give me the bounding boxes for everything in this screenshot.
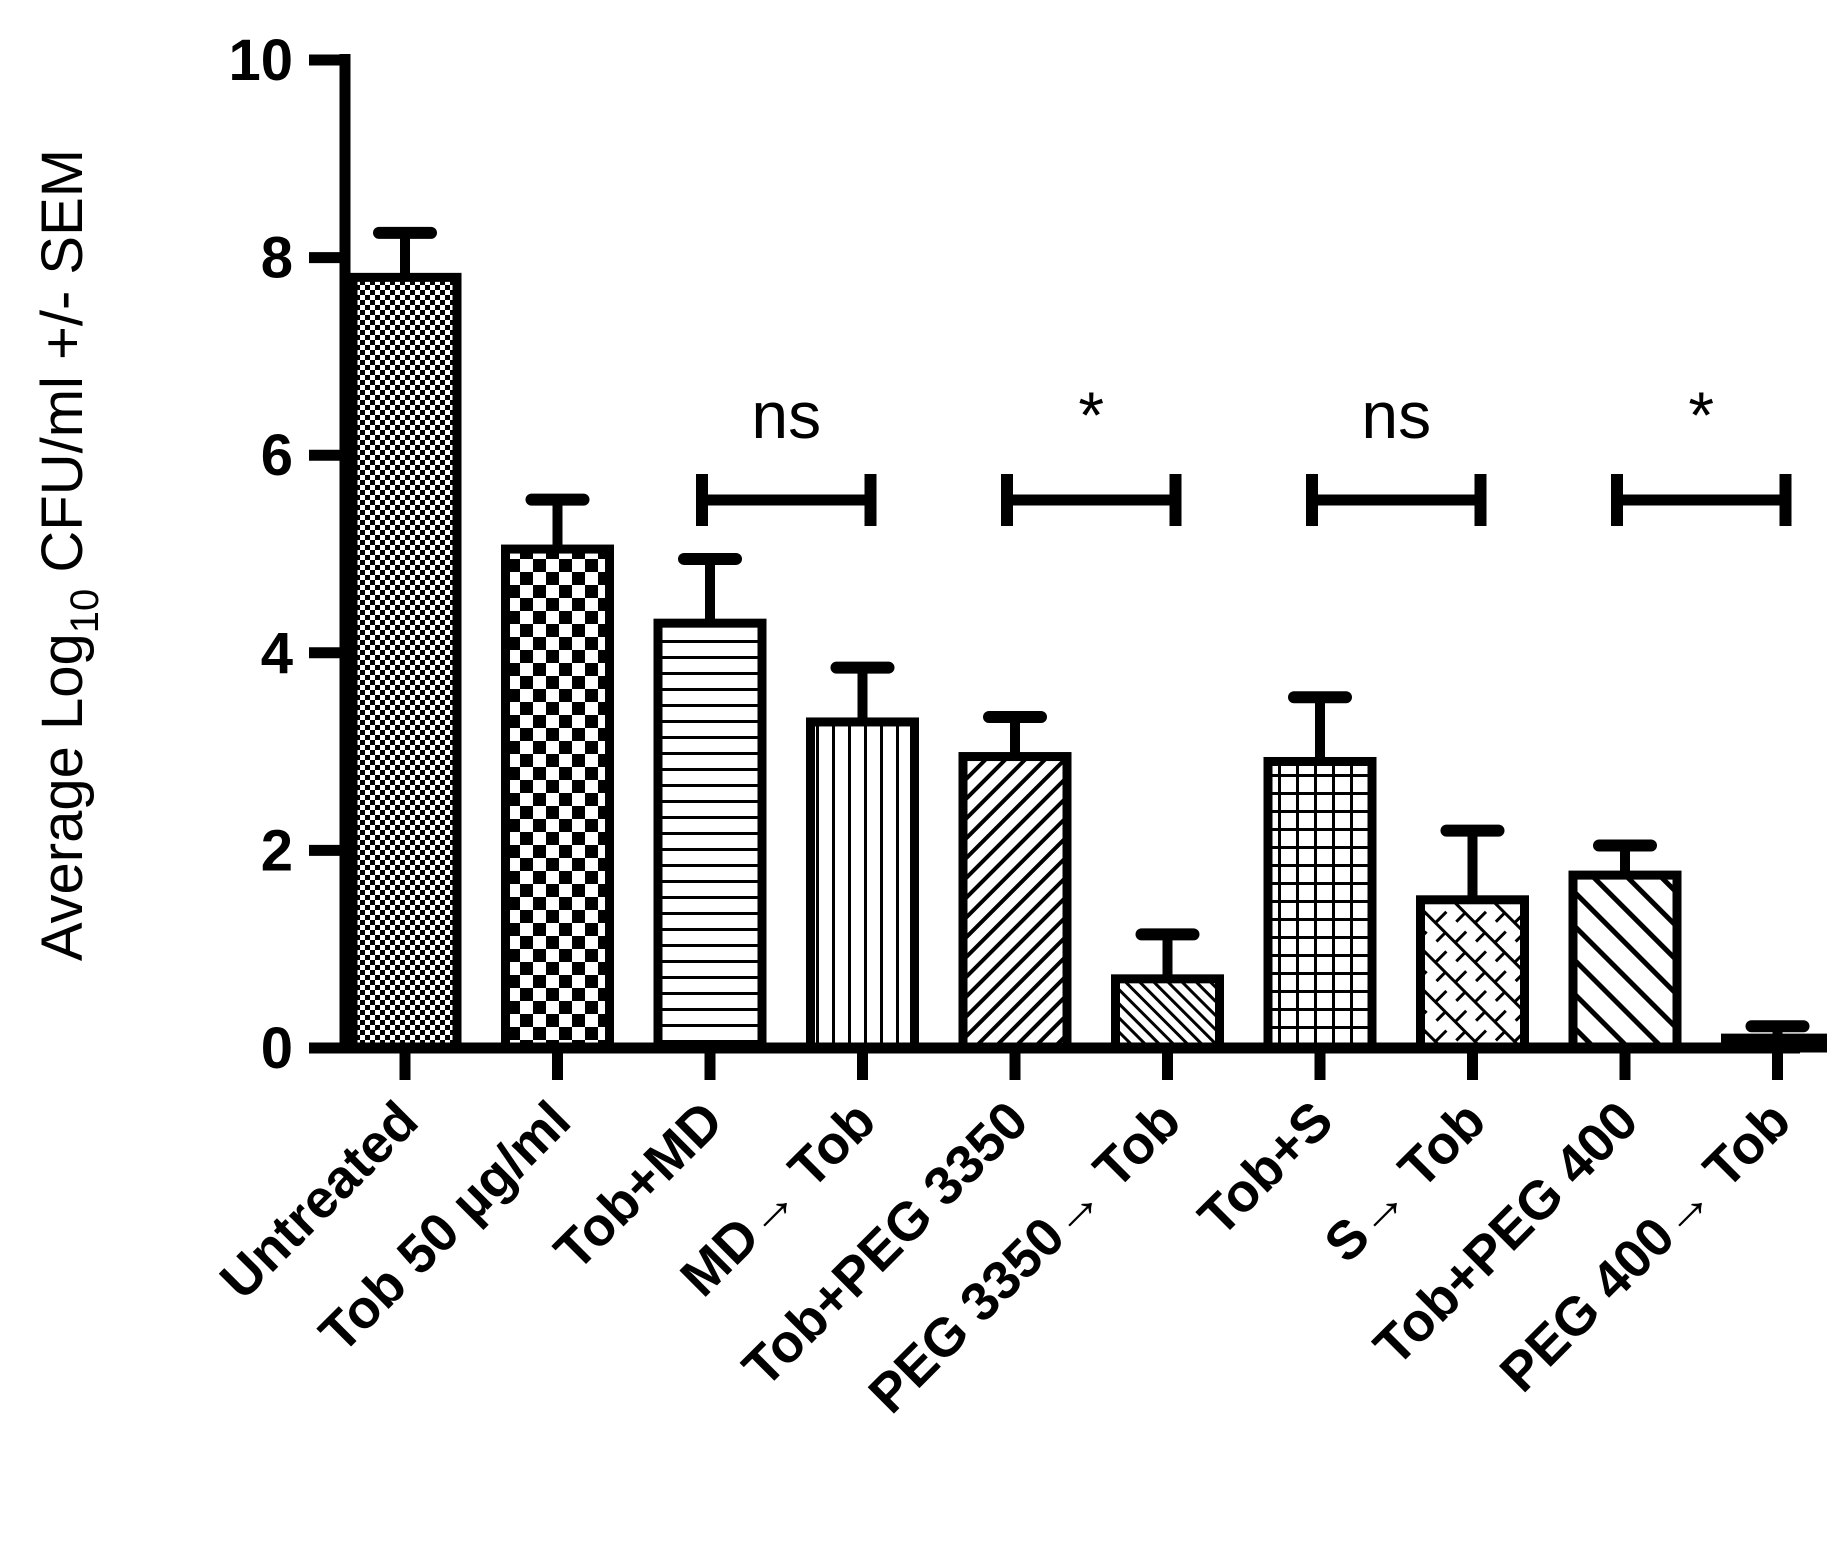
x-tick-label-4: Tob+PEG 3350: [731, 1090, 1039, 1398]
bar-4: [958, 752, 1072, 1053]
significance-label-0: ns: [751, 378, 821, 452]
x-tick-label-8: Tob+PEG 400: [1363, 1090, 1650, 1377]
bar-7: [1416, 895, 1529, 1053]
error-bars-layer: [373, 226, 1810, 1039]
significance-label-3: *: [1688, 378, 1714, 452]
y-axis-title-subscript: 10: [63, 589, 107, 634]
bar-8: [1568, 870, 1682, 1053]
bar-5: [1111, 974, 1224, 1053]
bar-3: [806, 717, 919, 1053]
y-tick-label-0: 0: [261, 1016, 293, 1081]
svg-text:Average Log10 CFU/ml +/- SEM: Average Log10 CFU/ml +/- SEM: [30, 149, 107, 961]
y-tick-label-3: 6: [261, 423, 293, 488]
significance-layer: ns * ns *: [696, 378, 1792, 526]
y-axis-title: Average Log10 CFU/ml +/- SEM: [30, 149, 107, 961]
bar-1: [501, 544, 614, 1053]
y-axis-title-suffix: CFU/ml +/- SEM: [30, 149, 95, 589]
axes-layer: 0 2 4 6 8 10: [228, 28, 1800, 1081]
x-tick-label-9: PEG 400→ Tob: [1489, 1090, 1802, 1403]
y-axis-title-prefix: Average Log: [30, 633, 95, 961]
y-tick-label-1: 2: [261, 818, 293, 883]
y-tick-label-5: 10: [228, 28, 293, 93]
y-tick-label-4: 8: [261, 226, 293, 291]
bar-6: [1263, 756, 1377, 1053]
bar-0: [348, 272, 462, 1053]
bar-2: [653, 618, 767, 1053]
significance-label-1: *: [1078, 378, 1104, 452]
y-tick-label-2: 4: [261, 621, 293, 686]
significance-label-2: ns: [1361, 378, 1431, 452]
